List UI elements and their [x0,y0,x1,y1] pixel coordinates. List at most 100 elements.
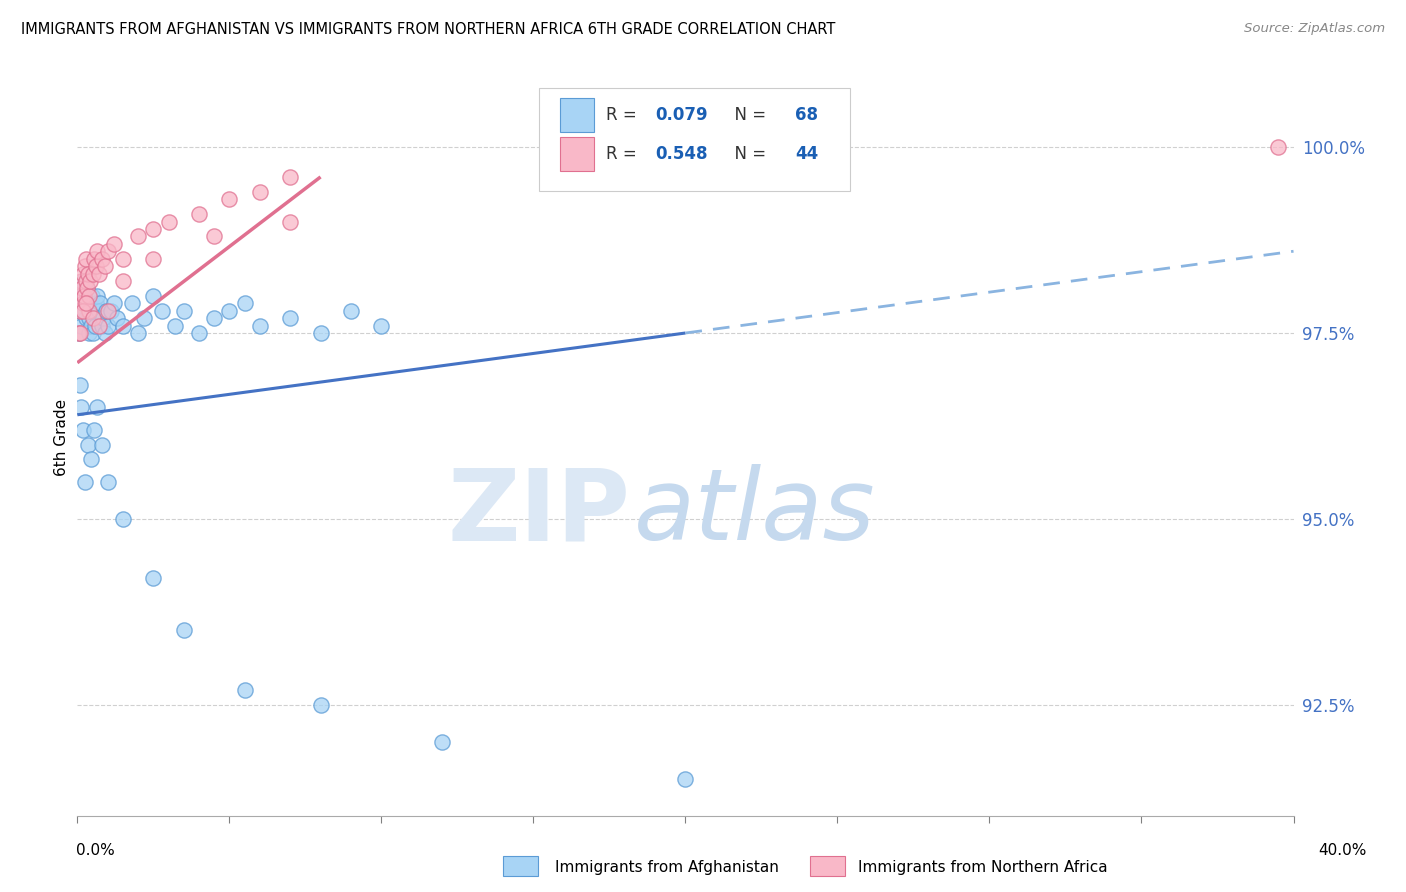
Point [89,296,111,310]
Point [97,303,120,318]
Y-axis label: 6th Grade: 6th Grade [53,399,69,475]
Point [96,303,118,318]
Point [188,326,211,340]
Point [82,303,104,318]
Point [103,296,125,310]
Point [127,326,149,340]
Point [69,289,91,303]
Text: IMMIGRANTS FROM AFGHANISTAN VS IMMIGRANTS FROM NORTHERN AFRICA 6TH GRADE CORRELA: IMMIGRANTS FROM AFGHANISTAN VS IMMIGRANT… [21,22,835,37]
Point [83,303,105,318]
Point [77,311,100,326]
Point [76,281,98,295]
Point [70,401,93,415]
Point [127,229,149,244]
Point [77,303,100,318]
Point [69,378,91,392]
Point [97,318,120,333]
Text: Source: ZipAtlas.com: Source: ZipAtlas.com [1244,22,1385,36]
Point [93,259,115,273]
Text: R =: R = [606,145,643,163]
FancyBboxPatch shape [540,88,849,191]
Point [1267,140,1289,154]
Point [249,185,271,199]
Point [111,318,134,333]
Point [87,267,110,281]
Point [100,303,122,318]
Point [72,296,94,310]
Point [84,296,107,310]
Point [75,296,97,310]
Point [70,281,93,295]
Point [278,169,301,184]
Point [86,401,108,415]
Point [73,296,96,310]
Point [157,214,180,228]
Text: 0.0%: 0.0% [76,843,115,858]
Text: 0.079: 0.079 [655,106,707,124]
Point [75,274,97,288]
Point [90,252,112,266]
Point [69,303,91,318]
Point [77,303,100,318]
Point [278,311,301,326]
Point [72,267,94,281]
Point [97,244,120,259]
Point [69,303,91,318]
Point [75,311,97,326]
Point [202,311,225,326]
Point [73,259,96,273]
Point [340,303,363,318]
Point [90,437,112,451]
Point [77,437,100,451]
Point [142,252,165,266]
Text: ZIP: ZIP [449,465,631,561]
FancyBboxPatch shape [560,98,595,132]
Point [87,318,110,333]
Point [70,274,93,288]
Point [91,311,114,326]
Text: N =: N = [724,145,772,163]
Point [105,311,128,326]
Point [80,289,103,303]
Point [233,296,256,310]
Point [202,229,225,244]
Point [72,289,94,303]
Text: atlas: atlas [634,465,876,561]
Point [86,289,108,303]
Text: N =: N = [724,106,772,124]
Point [188,207,211,221]
Point [93,326,115,340]
Point [111,512,134,526]
Point [83,252,105,266]
Point [370,318,392,333]
Point [163,318,186,333]
Point [142,571,165,585]
Point [86,244,108,259]
Point [79,289,101,303]
FancyBboxPatch shape [560,137,595,171]
Point [80,452,103,467]
Point [67,326,90,340]
Point [233,682,256,697]
Point [173,624,195,638]
Point [70,318,93,333]
Point [75,252,97,266]
Text: Immigrants from Afghanistan: Immigrants from Afghanistan [555,860,779,874]
Point [87,303,110,318]
Point [75,296,97,310]
Text: 40.0%: 40.0% [1319,843,1367,858]
Point [67,326,90,340]
Point [309,698,332,712]
Point [218,192,240,206]
Point [72,423,94,437]
Point [70,281,93,295]
Point [278,214,301,228]
Text: 44: 44 [794,145,818,163]
Point [675,772,697,786]
Point [69,289,91,303]
Text: Immigrants from Northern Africa: Immigrants from Northern Africa [858,860,1108,874]
Point [173,303,195,318]
Point [218,303,240,318]
Point [152,303,174,318]
Text: R =: R = [606,106,643,124]
